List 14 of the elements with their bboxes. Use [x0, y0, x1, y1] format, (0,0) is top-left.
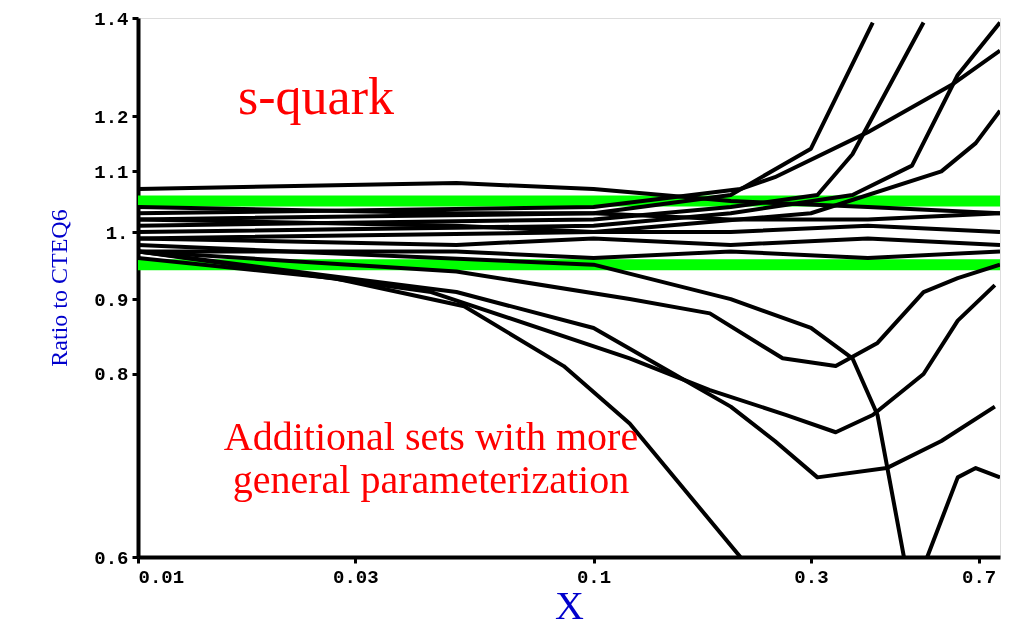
annotation: s-quark	[238, 68, 394, 125]
y-tick-label: 1.2	[94, 106, 129, 129]
y-tick-label: 1.	[105, 222, 129, 245]
x-tick-label: 0.3	[794, 566, 829, 589]
y-tick-label: 1.4	[94, 8, 129, 31]
x-tick-label: 0.03	[333, 566, 379, 589]
annotation: Additional sets with more general parameterization	[223, 414, 639, 503]
y-tick-label: 0.9	[94, 289, 129, 312]
y-axis-title: Ratio to CTEQ6	[46, 209, 73, 367]
x-tick-label: 0.01	[138, 566, 185, 589]
y-tick-label: 0.6	[94, 547, 129, 570]
y-tick-label: 1.1	[94, 161, 129, 184]
x-tick-label: 0.7	[961, 566, 997, 589]
y-tick-label: 0.8	[94, 364, 129, 387]
